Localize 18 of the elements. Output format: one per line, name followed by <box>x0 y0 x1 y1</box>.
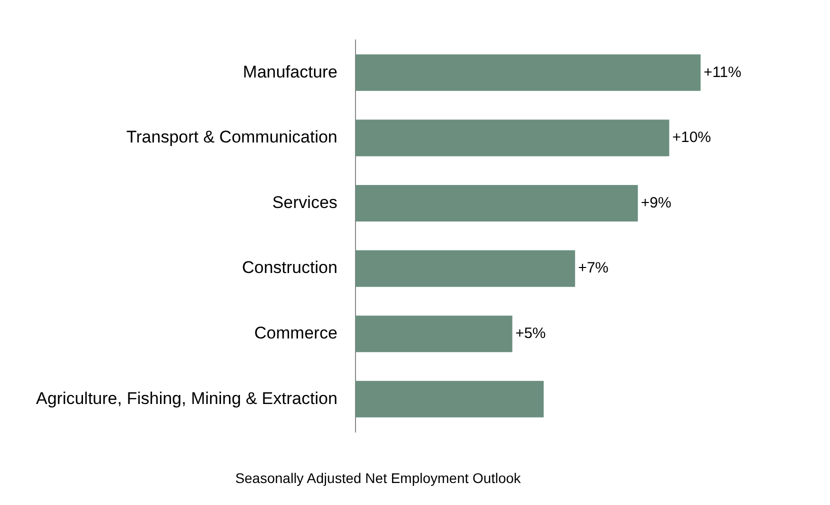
bar <box>355 120 670 156</box>
y-tick-label: Transport & Communication <box>126 128 338 147</box>
y-tick-label: Construction <box>242 258 338 278</box>
y-tick-label: Commerce <box>254 324 338 343</box>
bar <box>355 184 638 222</box>
bar <box>355 54 701 91</box>
data-label: +5% <box>515 324 546 342</box>
bar <box>355 250 576 287</box>
data-label: +9% <box>640 194 672 212</box>
data-label: +11% <box>704 64 742 81</box>
y-tick-label: Manufacture <box>242 62 338 82</box>
x-axis-title: Seasonally Adjusted Net Employment Outlook <box>234 470 522 486</box>
data-label: +10% <box>672 129 712 146</box>
bar <box>355 316 512 352</box>
y-tick-label: Agriculture, Fishing, Mining & Extraction <box>36 388 338 408</box>
data-label: +7% <box>578 260 609 277</box>
bar <box>355 380 544 418</box>
y-tick-label: Services <box>272 192 338 212</box>
